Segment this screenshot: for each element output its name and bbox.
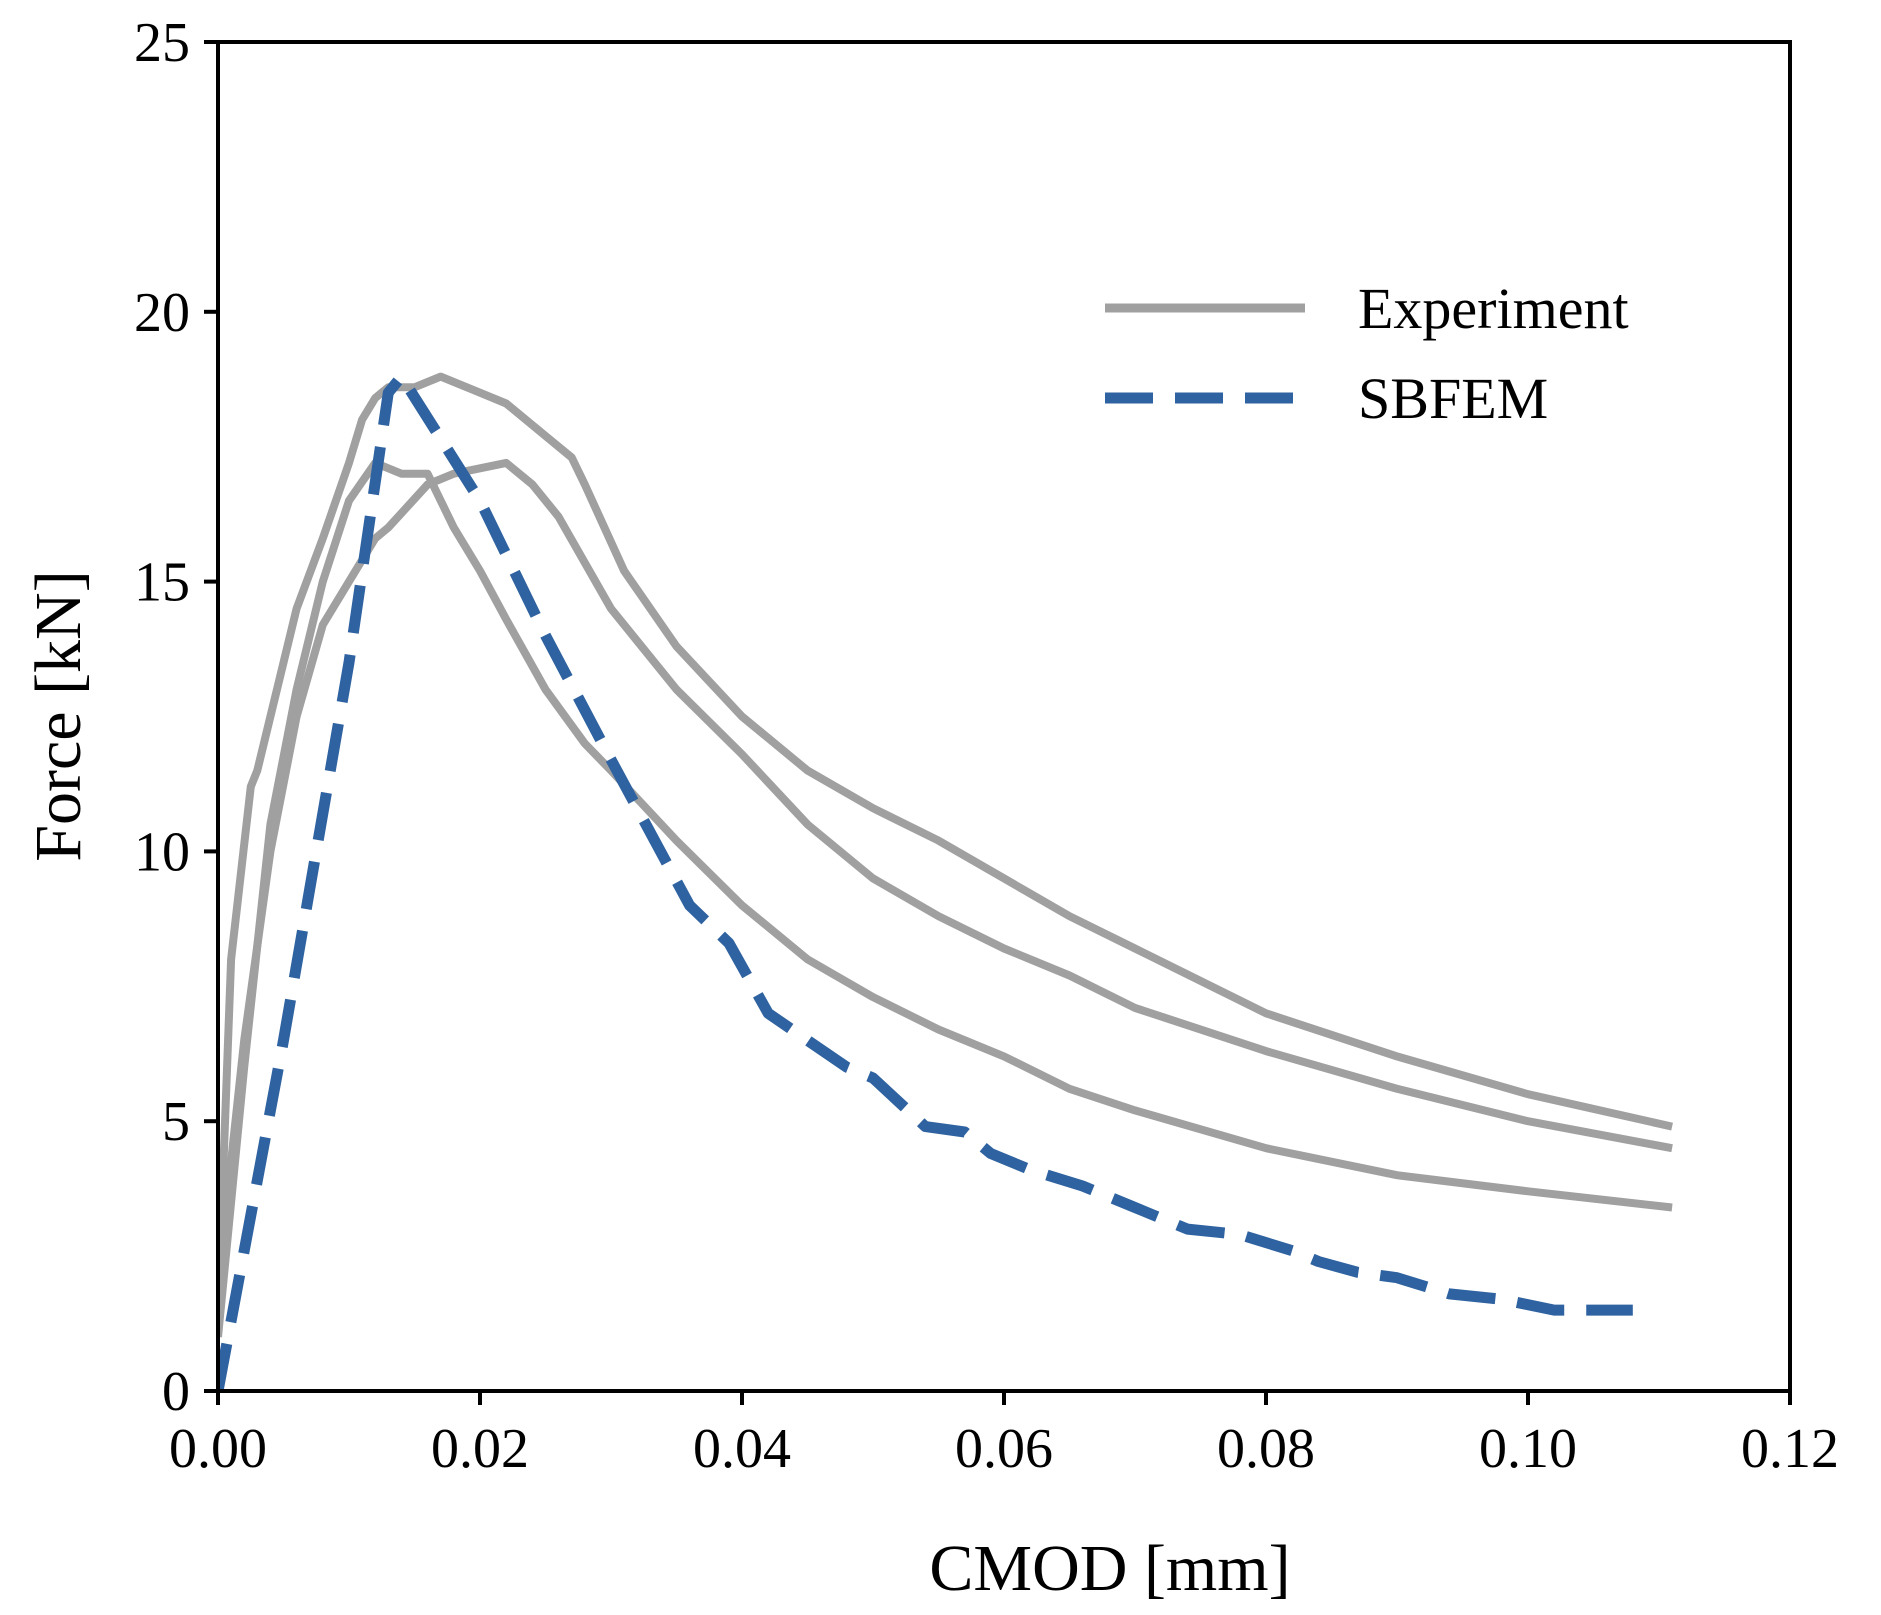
x-axis-title: CMOD [mm] — [929, 1532, 1290, 1605]
y-tick-label: 25 — [134, 12, 190, 74]
y-axis-title: Force [kN] — [22, 570, 95, 861]
y-tick-label: 20 — [134, 282, 190, 344]
legend-label-experiment: Experiment — [1358, 276, 1629, 341]
legend-label-sbfem: SBFEM — [1358, 366, 1548, 431]
y-tick-label: 10 — [134, 821, 190, 883]
x-tick-label: 0.00 — [169, 1418, 267, 1480]
y-tick-label: 15 — [134, 552, 190, 614]
y-tick-label: 0 — [162, 1361, 190, 1423]
x-tick-label: 0.02 — [431, 1418, 529, 1480]
chart: 0.00 0.02 0.04 0.06 0.08 0.10 0.12 0510152025 … — [0, 0, 1881, 1615]
y-tick-label: 5 — [162, 1091, 190, 1153]
x-tick-label: 0.06 — [955, 1418, 1053, 1480]
x-tick-label: 0.08 — [1217, 1418, 1315, 1480]
x-tick-label: 0.04 — [693, 1418, 791, 1480]
x-tick-label: 0.12 — [1741, 1418, 1839, 1480]
x-tick-label: 0.10 — [1479, 1418, 1577, 1480]
